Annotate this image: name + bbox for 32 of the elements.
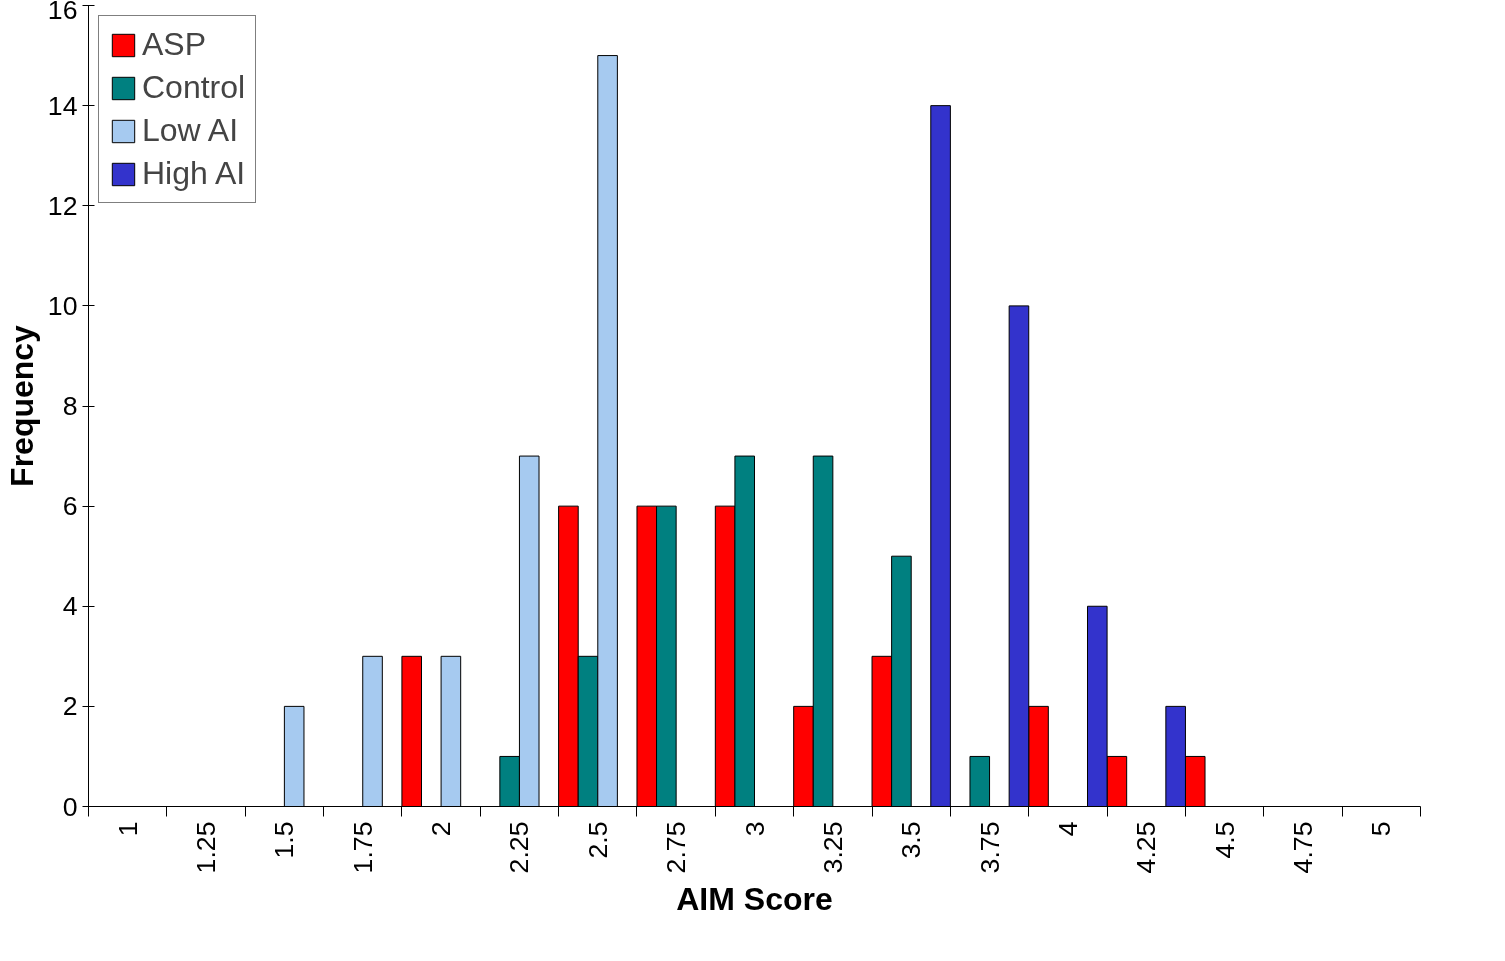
y-tick-label: 12 (47, 190, 78, 221)
y-tick-label: 8 (62, 391, 78, 421)
y-tick-label: 6 (62, 491, 78, 522)
legend-label: High AI (142, 155, 246, 192)
x-tick-label: 1.5 (269, 821, 300, 859)
legend-label: Control (142, 69, 246, 106)
y-tick-label: 16 (47, 0, 78, 25)
x-tick-label: 4.5 (1209, 821, 1240, 859)
x-tick-label: 3 (739, 821, 770, 837)
y-tick-label: 14 (47, 90, 78, 121)
x-tick-label: 1 (112, 821, 143, 837)
x-tick-label: 2.75 (661, 821, 692, 874)
legend-label: ASP (142, 26, 207, 63)
y-tick-label: 10 (47, 290, 78, 321)
y-axis-title: Frequency (3, 324, 40, 487)
x-tick-label: 3.25 (817, 821, 848, 874)
x-tick-label: 2.5 (582, 821, 613, 859)
x-tick-label: 1.75 (347, 821, 378, 874)
x-axis-title: AIM Score (676, 881, 833, 918)
x-tick-label: 5 (1366, 821, 1397, 837)
x-tick-label: 1.25 (191, 821, 222, 874)
x-tick-label: 4 (1052, 821, 1083, 837)
y-tick-label: 2 (62, 691, 78, 722)
x-tick-label: 4.75 (1287, 821, 1318, 874)
legend-label: Low AI (142, 112, 239, 149)
x-tick-label: 3.75 (974, 821, 1005, 874)
x-tick-label: 2.25 (504, 821, 535, 874)
x-tick-label: 2 (426, 821, 457, 837)
y-tick-label: 0 (62, 791, 78, 822)
x-tick-label: 3.5 (896, 821, 927, 859)
y-tick-label: 4 (62, 591, 78, 622)
x-tick-label: 4.25 (1131, 821, 1162, 874)
